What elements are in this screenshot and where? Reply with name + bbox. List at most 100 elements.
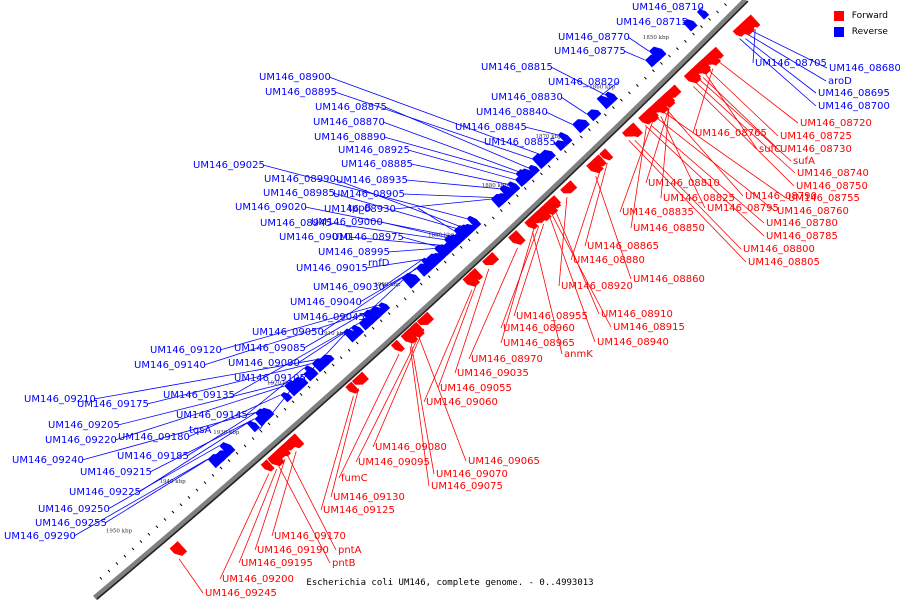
minor-tick bbox=[292, 401, 294, 403]
minor-tick bbox=[436, 268, 438, 270]
minor-tick bbox=[444, 261, 446, 263]
minor-tick bbox=[412, 290, 414, 292]
minor-tick bbox=[108, 570, 110, 572]
minor-tick bbox=[380, 320, 382, 322]
minor-tick bbox=[716, 11, 718, 13]
minor-tick bbox=[388, 312, 390, 314]
reverse-gene-label: UM146_08710 bbox=[632, 2, 704, 13]
reverse-gene-label: UM146_09120 bbox=[150, 345, 222, 356]
minor-tick bbox=[396, 305, 398, 307]
position-tick-label: 1950 kbp bbox=[106, 529, 133, 535]
reverse-gene-label: UM146_09185 bbox=[117, 451, 189, 462]
minor-tick bbox=[172, 511, 174, 513]
reverse-gene-label: UM146_08985 bbox=[263, 188, 335, 199]
reverse-gene-label: UM146_08830 bbox=[491, 92, 563, 103]
minor-tick bbox=[548, 165, 550, 167]
reverse-gene-label: UM146_09040 bbox=[290, 297, 362, 308]
minor-tick bbox=[588, 129, 590, 131]
reverse-gene-label: UM146_08990 bbox=[264, 174, 336, 185]
forward-gene-label: UM146_09035 bbox=[457, 368, 529, 379]
minor-tick bbox=[204, 482, 206, 484]
reverse-gene-label: UM146_08700 bbox=[818, 101, 890, 112]
forward-gene-label: UM146_09095 bbox=[358, 457, 430, 468]
reverse-gene-connector bbox=[388, 248, 434, 252]
forward-gene-label: sufA bbox=[793, 156, 815, 167]
reverse-gene-label: UM146_08770 bbox=[558, 32, 630, 43]
forward-gene-label: UM146_08940 bbox=[597, 337, 669, 348]
minor-tick bbox=[708, 18, 710, 20]
forward-gene-label: UM146_09245 bbox=[205, 588, 277, 599]
legend: Forward Reverse bbox=[834, 8, 888, 40]
forward-gene-label: UM146_08720 bbox=[800, 118, 872, 129]
reverse-gene-label: UM146_09045 bbox=[293, 312, 365, 323]
genome-backbone-edge bbox=[97, 1, 748, 599]
minor-tick bbox=[652, 70, 654, 72]
minor-tick bbox=[628, 92, 630, 94]
minor-tick bbox=[252, 437, 254, 439]
minor-tick bbox=[724, 3, 726, 5]
minor-tick bbox=[612, 106, 614, 108]
reverse-gene-label: tppB bbox=[348, 203, 372, 214]
forward-gene-label: UM146_08920 bbox=[561, 281, 633, 292]
reverse-gene-label: UM146_09215 bbox=[80, 467, 152, 478]
legend-reverse: Reverse bbox=[834, 24, 888, 40]
minor-tick bbox=[636, 84, 638, 86]
reverse-gene-label: UM146_08885 bbox=[341, 159, 413, 170]
minor-tick bbox=[428, 276, 430, 278]
minor-tick bbox=[276, 415, 278, 417]
reverse-gene-label: UM146_09015 bbox=[296, 263, 368, 274]
minor-tick bbox=[660, 62, 662, 64]
minor-tick bbox=[372, 327, 374, 329]
genome-backbone bbox=[95, 0, 746, 598]
reverse-gene-label: UM146_08680 bbox=[829, 63, 900, 74]
forward-gene-label: UM146_08965 bbox=[503, 338, 575, 349]
minor-tick bbox=[156, 526, 158, 528]
minor-tick bbox=[580, 136, 582, 138]
minor-tick bbox=[468, 239, 470, 241]
forward-gene-label: UM146_08810 bbox=[648, 178, 720, 189]
minor-tick bbox=[260, 430, 262, 432]
reverse-gene-arrow bbox=[645, 55, 661, 68]
reverse-gene-label: UM146_08870 bbox=[313, 117, 385, 128]
minor-tick bbox=[180, 504, 182, 506]
forward-gene-connector bbox=[585, 163, 607, 246]
minor-tick bbox=[572, 143, 574, 145]
minor-tick bbox=[124, 555, 126, 557]
minor-tick bbox=[116, 562, 118, 564]
minor-tick bbox=[644, 77, 646, 79]
minor-tick bbox=[540, 173, 542, 175]
forward-gene-label: UM146_08725 bbox=[780, 131, 852, 142]
forward-gene-label: UM146_08910 bbox=[601, 309, 673, 320]
reverse-gene-label: UM146_09030 bbox=[313, 282, 385, 293]
reverse-gene-label: UM146_09050 bbox=[252, 327, 324, 338]
forward-gene-arrow bbox=[170, 541, 188, 556]
forward-gene-label: UM146_08760 bbox=[777, 206, 849, 217]
reverse-gene-label: UM146_08895 bbox=[265, 87, 337, 98]
forward-gene-label: UM146_08860 bbox=[633, 274, 705, 285]
minor-tick bbox=[524, 187, 526, 189]
reverse-gene-label: UM146_09290 bbox=[4, 531, 76, 542]
minor-tick bbox=[332, 364, 334, 366]
reverse-gene-label: UM146_09175 bbox=[77, 399, 149, 410]
forward-gene-label: fumC bbox=[341, 473, 368, 484]
reverse-gene-label: UM146_08900 bbox=[259, 72, 331, 83]
reverse-gene-label: UM146_09090 bbox=[228, 358, 300, 369]
reverse-gene-label: UM146_08905 bbox=[333, 189, 405, 200]
minor-tick bbox=[532, 180, 534, 182]
forward-swatch-icon bbox=[834, 11, 844, 21]
minor-tick bbox=[164, 518, 166, 520]
minor-tick bbox=[420, 283, 422, 285]
reverse-gene-connector bbox=[403, 194, 495, 198]
minor-tick bbox=[308, 386, 310, 388]
reverse-gene-label: UM146_08775 bbox=[554, 46, 626, 57]
minor-tick bbox=[452, 254, 454, 256]
minor-tick bbox=[476, 231, 478, 233]
forward-gene-label: UM146_08755 bbox=[788, 193, 860, 204]
reverse-gene-label: UM146_08695 bbox=[818, 88, 890, 99]
minor-tick bbox=[228, 460, 230, 462]
forward-gene-label: anmK bbox=[564, 349, 593, 360]
forward-gene-label: UM146_09060 bbox=[426, 397, 498, 408]
forward-gene-label: UM146_08915 bbox=[613, 322, 685, 333]
reverse-gene-label: UM146_08925 bbox=[338, 145, 410, 156]
